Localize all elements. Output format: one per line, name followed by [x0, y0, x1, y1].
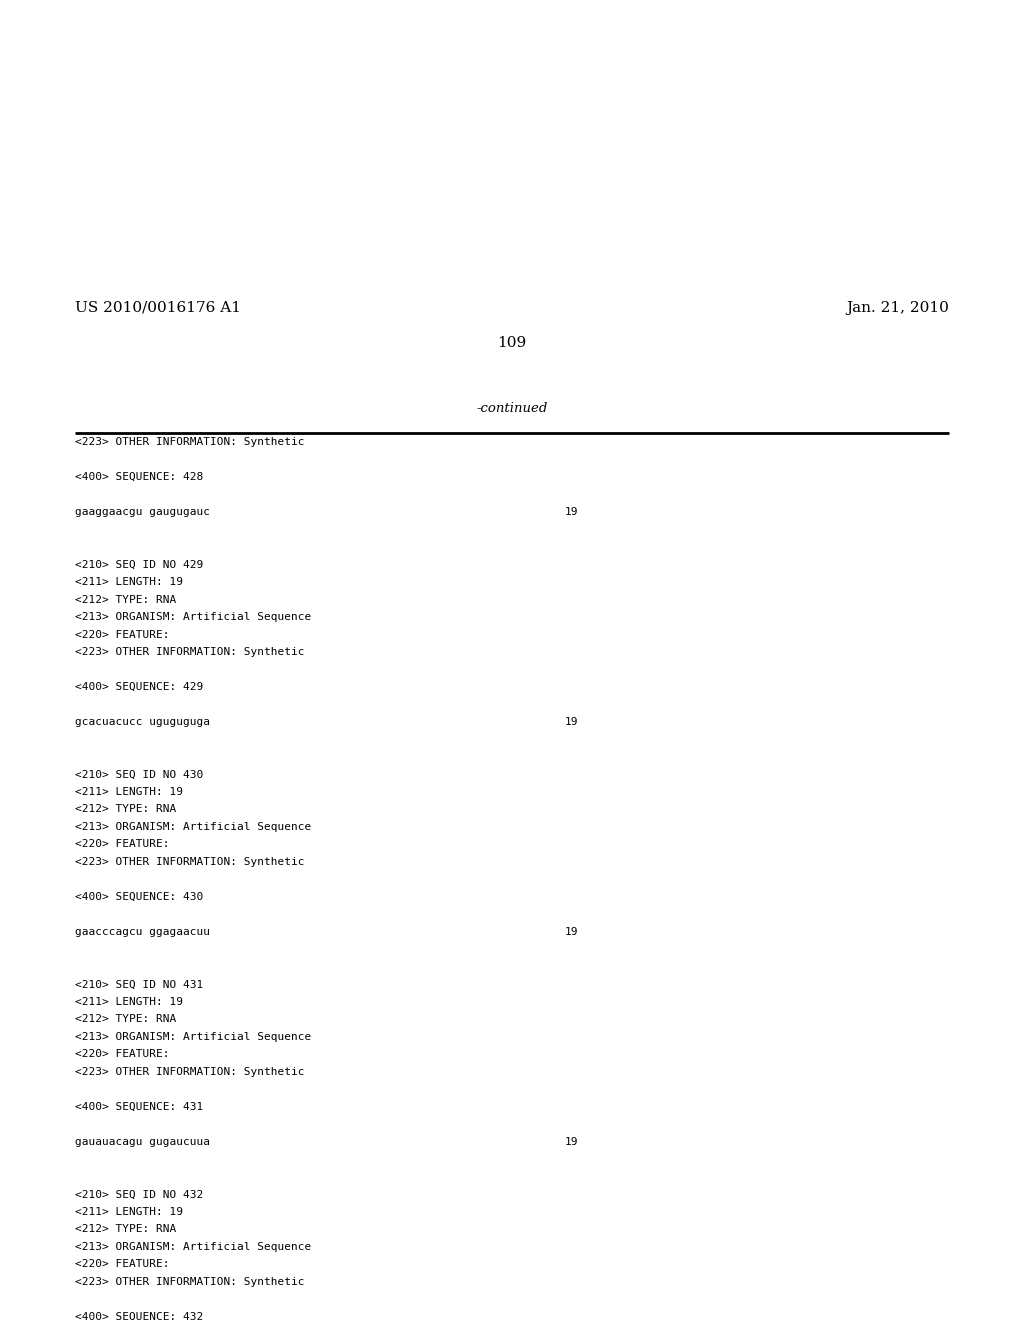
Text: <220> FEATURE:: <220> FEATURE:: [75, 840, 170, 850]
Text: <210> SEQ ID NO 432: <210> SEQ ID NO 432: [75, 1189, 203, 1200]
Text: <223> OTHER INFORMATION: Synthetic: <223> OTHER INFORMATION: Synthetic: [75, 1067, 304, 1077]
Text: 19: 19: [565, 1137, 579, 1147]
Text: <213> ORGANISM: Artificial Sequence: <213> ORGANISM: Artificial Sequence: [75, 822, 311, 832]
Text: gaacccagcu ggagaacuu: gaacccagcu ggagaacuu: [75, 927, 210, 937]
Text: <223> OTHER INFORMATION: Synthetic: <223> OTHER INFORMATION: Synthetic: [75, 857, 304, 867]
Text: <211> LENGTH: 19: <211> LENGTH: 19: [75, 1206, 183, 1217]
Text: 19: 19: [565, 927, 579, 937]
Text: <212> TYPE: RNA: <212> TYPE: RNA: [75, 804, 176, 814]
Text: 19: 19: [565, 507, 579, 517]
Text: <223> OTHER INFORMATION: Synthetic: <223> OTHER INFORMATION: Synthetic: [75, 437, 304, 447]
Text: <211> LENGTH: 19: <211> LENGTH: 19: [75, 997, 183, 1007]
Text: <213> ORGANISM: Artificial Sequence: <213> ORGANISM: Artificial Sequence: [75, 1242, 311, 1251]
Text: gaaggaacgu gaugugauc: gaaggaacgu gaugugauc: [75, 507, 210, 517]
Text: <400> SEQUENCE: 428: <400> SEQUENCE: 428: [75, 473, 203, 482]
Text: <220> FEATURE:: <220> FEATURE:: [75, 630, 170, 639]
Text: -continued: -continued: [476, 403, 548, 414]
Text: US 2010/0016176 A1: US 2010/0016176 A1: [75, 301, 241, 315]
Text: <400> SEQUENCE: 431: <400> SEQUENCE: 431: [75, 1102, 203, 1111]
Text: <210> SEQ ID NO 429: <210> SEQ ID NO 429: [75, 560, 203, 569]
Text: <211> LENGTH: 19: <211> LENGTH: 19: [75, 577, 183, 587]
Text: <212> TYPE: RNA: <212> TYPE: RNA: [75, 1015, 176, 1024]
Text: 109: 109: [498, 337, 526, 350]
Text: <211> LENGTH: 19: <211> LENGTH: 19: [75, 787, 183, 797]
Text: <223> OTHER INFORMATION: Synthetic: <223> OTHER INFORMATION: Synthetic: [75, 1276, 304, 1287]
Text: <223> OTHER INFORMATION: Synthetic: <223> OTHER INFORMATION: Synthetic: [75, 647, 304, 657]
Text: <213> ORGANISM: Artificial Sequence: <213> ORGANISM: Artificial Sequence: [75, 612, 311, 622]
Text: <400> SEQUENCE: 430: <400> SEQUENCE: 430: [75, 892, 203, 902]
Text: gauauacagu gugaucuua: gauauacagu gugaucuua: [75, 1137, 210, 1147]
Text: <220> FEATURE:: <220> FEATURE:: [75, 1049, 170, 1060]
Text: <220> FEATURE:: <220> FEATURE:: [75, 1259, 170, 1270]
Text: <210> SEQ ID NO 430: <210> SEQ ID NO 430: [75, 770, 203, 780]
Text: 19: 19: [565, 717, 579, 727]
Text: <212> TYPE: RNA: <212> TYPE: RNA: [75, 594, 176, 605]
Text: gcacuacucc uguguguga: gcacuacucc uguguguga: [75, 717, 210, 727]
Text: <210> SEQ ID NO 431: <210> SEQ ID NO 431: [75, 979, 203, 990]
Text: <400> SEQUENCE: 429: <400> SEQUENCE: 429: [75, 682, 203, 692]
Text: <213> ORGANISM: Artificial Sequence: <213> ORGANISM: Artificial Sequence: [75, 1032, 311, 1041]
Text: Jan. 21, 2010: Jan. 21, 2010: [846, 301, 949, 315]
Text: <212> TYPE: RNA: <212> TYPE: RNA: [75, 1225, 176, 1234]
Text: <400> SEQUENCE: 432: <400> SEQUENCE: 432: [75, 1312, 203, 1320]
